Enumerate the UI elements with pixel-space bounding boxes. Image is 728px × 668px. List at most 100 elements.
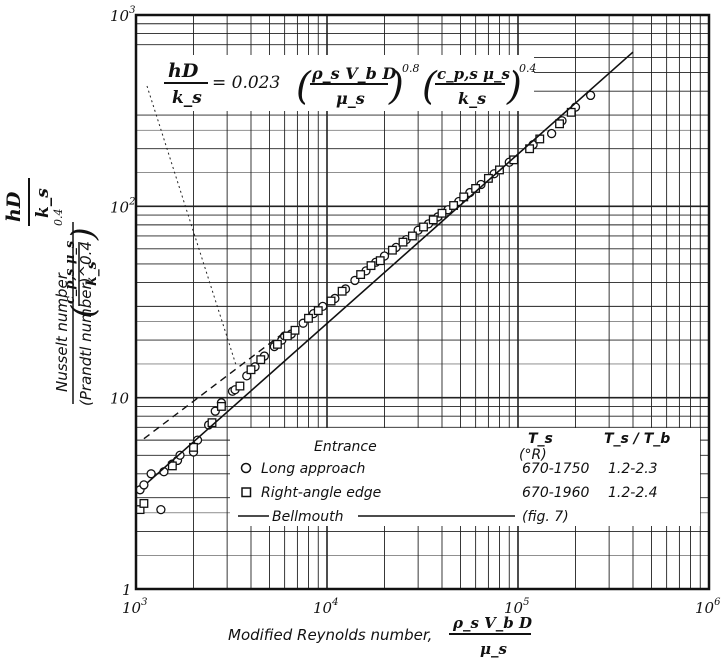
data-point-right-angle bbox=[387, 245, 397, 255]
eq-lhs-den: k_s bbox=[172, 88, 202, 108]
data-point-long-approach bbox=[585, 90, 596, 101]
eq-f1-den: μ_s bbox=[336, 89, 365, 108]
data-point-right-angle bbox=[419, 222, 428, 232]
x-tick-exponent: 6 bbox=[714, 597, 721, 608]
data-point-right-angle bbox=[326, 296, 336, 306]
data-markers bbox=[135, 90, 596, 515]
fit-lines bbox=[143, 51, 634, 484]
ylabel-top-num: hD bbox=[3, 191, 25, 222]
eq-paren-open-2: ( bbox=[422, 64, 438, 108]
legend: Entrance T_s (°R) T_s / T_b Long approac… bbox=[230, 428, 700, 526]
data-point-right-angle bbox=[375, 256, 385, 266]
equation-leader-line bbox=[146, 85, 237, 366]
data-point-right-angle bbox=[216, 401, 226, 411]
data-point-right-angle bbox=[449, 201, 459, 210]
legend-ratio-long-approach: 1.2-2.3 bbox=[608, 461, 658, 477]
data-point-right-angle bbox=[235, 381, 245, 391]
data-point-long-approach bbox=[175, 450, 185, 460]
legend-label-bellmouth: Bellmouth bbox=[272, 509, 343, 525]
data-point-right-angle bbox=[313, 306, 323, 316]
data-point-long-approach bbox=[546, 128, 557, 139]
data-point-right-angle bbox=[337, 286, 347, 296]
data-point-right-angle bbox=[407, 231, 417, 241]
eq-power-2: 0.4 bbox=[519, 62, 537, 75]
eq-paren-close-1: ) bbox=[388, 64, 404, 108]
data-point-right-angle bbox=[256, 355, 266, 365]
legend-ratio-right-angle: 1.2-2.4 bbox=[608, 485, 658, 501]
correlation-equation: hD k_s = 0.023 ( ρ_s V_b D μ_s ) 0.8 ( c… bbox=[136, 55, 537, 111]
data-point-right-angle bbox=[428, 215, 438, 225]
data-point-long-approach bbox=[146, 469, 156, 479]
legend-label-right-angle: Right-angle edge bbox=[261, 485, 381, 501]
data-point-right-angle bbox=[356, 270, 366, 280]
x-tick-exponent: 4 bbox=[331, 597, 338, 608]
data-point-right-angle bbox=[555, 119, 564, 129]
legend-ts-long-approach: 670-1750 bbox=[522, 461, 589, 477]
ylabel-power: 0.4 bbox=[52, 209, 65, 227]
legend-background bbox=[230, 428, 700, 526]
eq-lhs-num: hD bbox=[168, 60, 199, 82]
data-point-right-angle bbox=[366, 261, 376, 271]
data-point-right-angle bbox=[189, 442, 198, 452]
data-point-right-angle bbox=[525, 144, 535, 154]
eq-paren-open-1: ( bbox=[296, 64, 312, 108]
data-point-right-angle bbox=[483, 173, 493, 183]
data-point-right-angle bbox=[139, 498, 149, 508]
data-point-right-angle bbox=[167, 461, 177, 471]
legend-marker-square bbox=[241, 487, 252, 498]
eq-coefficient: = 0.023 bbox=[212, 73, 280, 93]
eq-f2-num: c_p,s μ_s bbox=[437, 65, 510, 83]
eq-f2-den: k_s bbox=[458, 89, 486, 108]
dittus-boelter-dashed-line bbox=[143, 331, 286, 440]
ylabel-paren-close: ) bbox=[64, 228, 102, 241]
y-tick-label: 10 bbox=[110, 390, 130, 408]
x-tick-label: 106 bbox=[695, 597, 721, 617]
ylabel-line1: Nusselt number bbox=[53, 272, 71, 392]
ylabel-frac-den: k_s bbox=[84, 261, 100, 286]
data-point-long-approach bbox=[156, 504, 166, 515]
data-point-right-angle bbox=[566, 107, 576, 117]
plot-frame bbox=[134, 13, 711, 591]
y-axis-label: hD k_s Nusselt number (Prandtl number)^0… bbox=[3, 178, 102, 406]
xlabel-text: Modified Reynolds number, bbox=[228, 626, 432, 644]
data-point-right-angle bbox=[398, 237, 408, 247]
legend-label-long-approach: Long approach bbox=[261, 461, 365, 477]
data-point-right-angle bbox=[290, 325, 300, 335]
eq-f1-num: ρ_s V_b D bbox=[311, 64, 396, 83]
data-point-right-angle bbox=[459, 192, 469, 202]
bellmouth-fit-line bbox=[147, 51, 634, 484]
xlabel-frac-num: ρ_s V_b D bbox=[452, 614, 532, 632]
ylabel-top-den: k_s bbox=[33, 188, 53, 218]
ylabel-frac-num: c_p,s μ_s bbox=[63, 240, 78, 304]
y-tick-label: 102 bbox=[110, 196, 135, 216]
data-point-right-angle bbox=[272, 339, 282, 349]
legend-header-ts-unit: (°R) bbox=[519, 447, 547, 463]
y-tick-exponent: 3 bbox=[129, 5, 135, 16]
y-tick-label: 1 bbox=[122, 581, 132, 599]
x-tick-exponent: 3 bbox=[141, 597, 147, 608]
eq-power-1: 0.8 bbox=[402, 62, 420, 75]
x-axis-label: Modified Reynolds number, ρ_s V_b D μ_s bbox=[228, 614, 532, 658]
data-point-right-angle bbox=[509, 155, 519, 165]
data-point-right-angle bbox=[437, 208, 447, 218]
x-tick-exponent: 5 bbox=[523, 597, 529, 608]
legend-ts-bellmouth: (fig. 7) bbox=[522, 509, 569, 525]
y-tick-label: 103 bbox=[110, 5, 135, 25]
eq-paren-close-2: ) bbox=[506, 64, 522, 108]
y-tick-exponent: 2 bbox=[128, 196, 135, 207]
data-point-right-angle bbox=[304, 313, 313, 323]
x-tick-label: 103 bbox=[122, 597, 147, 617]
legend-marker-circle bbox=[240, 462, 252, 474]
xlabel-frac-den: μ_s bbox=[480, 640, 507, 658]
data-point-right-angle bbox=[282, 331, 292, 341]
ylabel-paren-open: ( bbox=[64, 304, 102, 318]
ylabel-line2: (Prandtl number)^0.4 bbox=[77, 241, 95, 406]
legend-ts-right-angle: 670-1960 bbox=[522, 485, 589, 501]
x-tick-label: 104 bbox=[313, 597, 338, 617]
legend-header-ratio: T_s / T_b bbox=[604, 431, 670, 447]
data-point-right-angle bbox=[246, 365, 256, 375]
data-point-long-approach bbox=[139, 480, 149, 490]
legend-header-entrance: Entrance bbox=[314, 439, 377, 455]
